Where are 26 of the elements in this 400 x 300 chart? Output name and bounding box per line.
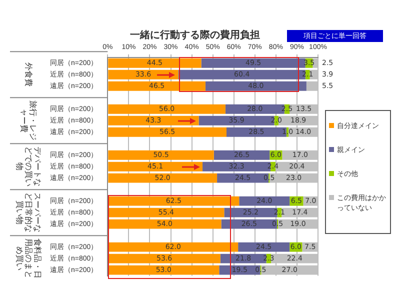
chart-title: 一緒に行動する際の費用負担 [130,28,260,42]
text: 旅行・レジャー費 [19,100,38,141]
bar [108,58,202,68]
bar [108,265,220,275]
bar [108,70,178,80]
bar [108,196,240,206]
bar [239,196,290,206]
text: デパートなどでの買い物 [14,146,42,187]
text: 外食費 [24,62,33,87]
bar [205,81,306,91]
text: スーパーなど日常的な買い物 [14,192,42,233]
bar [108,150,214,160]
bar [108,208,224,218]
bar [108,242,238,252]
bar [201,58,306,68]
bar [108,219,222,229]
bar [108,162,203,172]
bar [238,242,290,252]
text: 食料品・日用品のまとめ買い [14,238,42,279]
bar [108,173,218,183]
bar [108,81,206,91]
bar [214,150,270,160]
bar [108,104,226,114]
bar [108,116,199,126]
bar [108,127,226,137]
bar [108,254,220,264]
